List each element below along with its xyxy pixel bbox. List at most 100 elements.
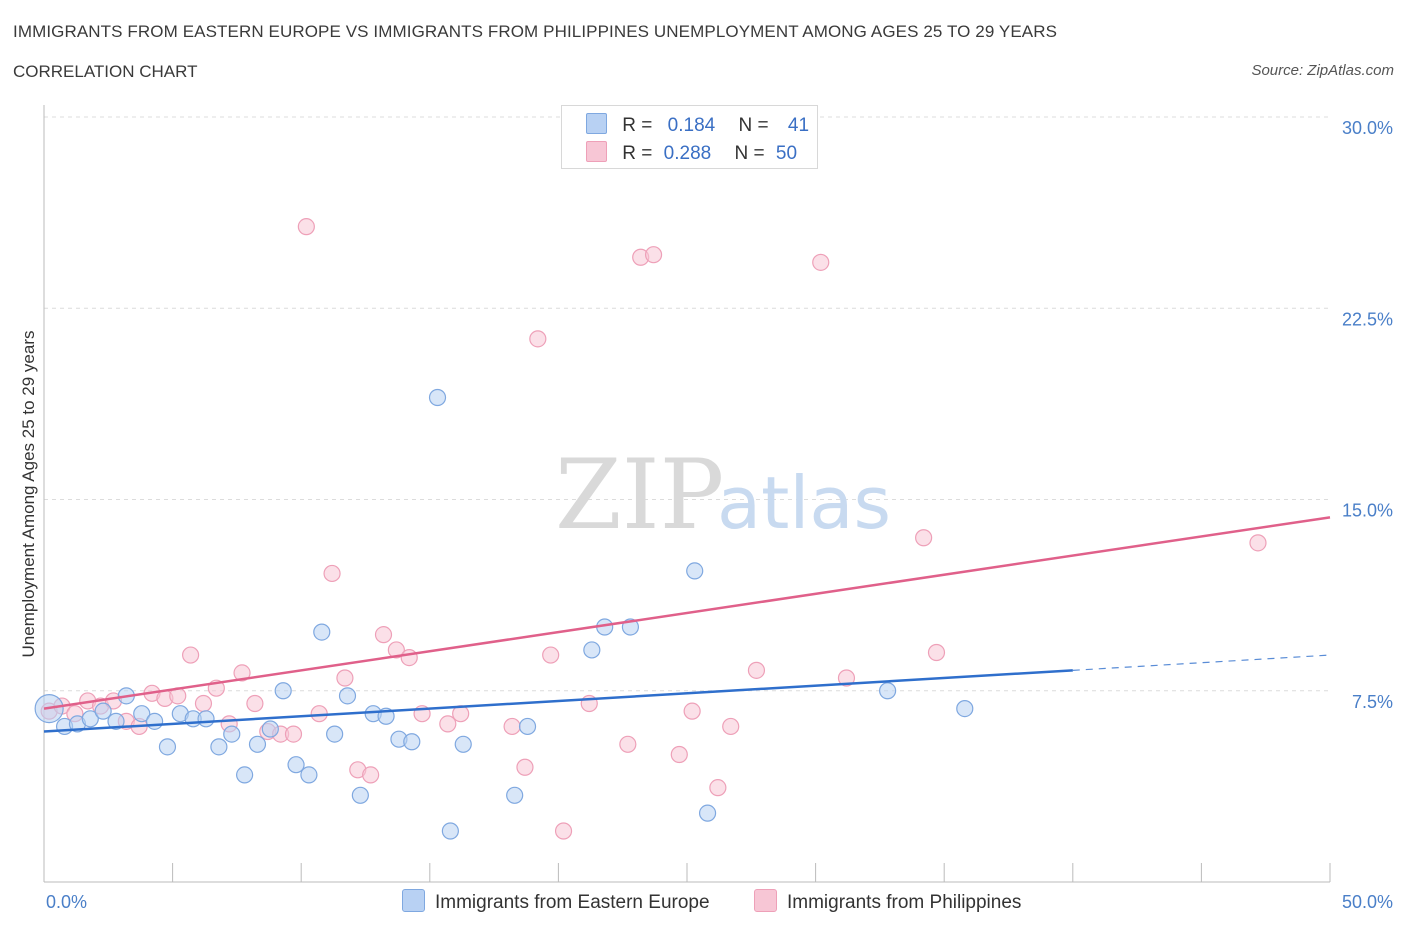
- philippines-point: [297, 218, 315, 236]
- philippines-point: [336, 669, 354, 687]
- eastern-europe-point: [133, 705, 151, 723]
- legend-swatch-pink: [586, 141, 607, 162]
- eastern-europe-point: [261, 720, 279, 738]
- eastern-europe-point: [94, 702, 112, 720]
- legend-r-value: 0.184: [667, 115, 716, 136]
- philippines-point: [542, 646, 560, 664]
- chart-title: IMMIGRANTS FROM EASTERN EUROPE VS IMMIGR…: [13, 22, 1058, 41]
- eastern-europe-point: [506, 786, 524, 804]
- philippines-point: [1249, 534, 1267, 552]
- eastern-europe-point: [454, 735, 472, 753]
- eastern-europe-point: [210, 738, 228, 756]
- eastern-europe-point: [956, 699, 974, 718]
- philippines-point: [362, 766, 380, 784]
- philippines-point: [722, 717, 740, 736]
- eastern-europe-point: [223, 725, 241, 743]
- eastern-europe-point: [338, 687, 357, 705]
- bottom-legend-philippines: Immigrants from Philippines: [754, 889, 1021, 914]
- philippines-point: [387, 641, 405, 659]
- philippines-point: [837, 669, 856, 687]
- eastern-europe-points: [34, 388, 974, 840]
- eastern-europe-point: [583, 641, 601, 659]
- legend-row-eastern-europe: R = 0.184 N = 41: [586, 113, 809, 139]
- eastern-europe-point: [403, 733, 421, 751]
- eastern-europe-point: [81, 710, 99, 728]
- legend-n-label: N =: [734, 143, 765, 164]
- philippines-point: [233, 664, 251, 682]
- philippines-point: [374, 626, 393, 644]
- philippines-point: [182, 646, 200, 664]
- y-tick-label: 22.5%: [1342, 309, 1393, 329]
- eastern-europe-point: [313, 623, 331, 641]
- eastern-europe-point: [248, 735, 267, 753]
- philippines-point: [927, 643, 946, 662]
- philippines-point: [644, 246, 663, 264]
- eastern-europe-point: [879, 682, 897, 700]
- eastern-europe-point: [158, 738, 177, 756]
- philippines-point: [619, 735, 637, 753]
- y-axis-label: Unemployment Among Ages 25 to 29 years: [19, 331, 38, 658]
- trend-lines: [43, 516, 1331, 733]
- eastern-europe-point: [428, 388, 447, 407]
- bottom-legend-label-eastern-europe: Immigrants from Eastern Europe: [435, 892, 710, 913]
- eastern-europe-point: [107, 712, 125, 730]
- x-tick-label-min: 0.0%: [46, 892, 87, 912]
- philippines-point: [529, 330, 547, 348]
- y-tick-labels: 7.5% 15.0% 22.5% 30.0%: [1342, 118, 1393, 712]
- philippines-point: [812, 253, 830, 271]
- eastern-europe-point: [236, 766, 254, 784]
- legend-r-value: 0.288: [663, 143, 712, 164]
- philippines-point: [683, 702, 701, 720]
- y-tick-label: 15.0%: [1342, 501, 1393, 521]
- y-tick-label: 7.5%: [1352, 692, 1393, 712]
- legend-r-label: R =: [622, 143, 653, 164]
- eastern-europe-point: [197, 710, 215, 728]
- watermark: ZIP atlas: [555, 439, 891, 551]
- philippines-point: [323, 564, 341, 583]
- x-ticks: [43, 863, 1331, 882]
- watermark-atlas: atlas: [717, 461, 891, 545]
- eastern-europe-point: [698, 804, 717, 822]
- eastern-europe-point: [300, 766, 318, 784]
- eastern-europe-point: [686, 562, 704, 580]
- y-tick-label: 30.0%: [1342, 118, 1393, 138]
- philippines-point: [516, 758, 534, 776]
- eastern-europe-trend-line: [43, 669, 1073, 733]
- chart-subtitle: CORRELATION CHART: [13, 62, 198, 81]
- eastern-europe-point: [326, 725, 344, 743]
- philippines-point: [194, 694, 213, 713]
- philippines-point: [400, 648, 418, 667]
- legend-row-philippines: R = 0.288 N = 50: [586, 141, 797, 167]
- eastern-europe-point: [287, 756, 305, 774]
- eastern-europe-point: [145, 712, 164, 730]
- legend-r-label: R =: [622, 115, 653, 136]
- legend-n-label: N =: [738, 115, 769, 136]
- eastern-europe-point: [441, 822, 459, 840]
- philippines-point: [709, 779, 727, 797]
- eastern-europe-point: [351, 786, 369, 804]
- eastern-europe-trend-extension: [1072, 654, 1331, 671]
- philippines-point: [554, 822, 573, 840]
- watermark-zip: ZIP: [555, 439, 724, 551]
- philippines-trend-line: [43, 516, 1331, 710]
- eastern-europe-point: [518, 717, 537, 736]
- bottom-legend-eastern-europe: Immigrants from Eastern Europe: [402, 889, 710, 914]
- philippines-point: [246, 694, 264, 713]
- grid: [44, 116, 1330, 692]
- philippines-point: [439, 715, 457, 733]
- bottom-legend-swatch-pink: [754, 889, 777, 912]
- correlation-legend: R = 0.184 N = 41 R = 0.288 N = 50: [561, 105, 818, 169]
- philippines-point: [670, 745, 688, 764]
- philippines-point: [284, 725, 303, 743]
- x-tick-label-max: 50.0%: [1342, 892, 1393, 912]
- philippines-point: [915, 529, 933, 547]
- source-label: Source: ZipAtlas.com: [1251, 62, 1394, 79]
- philippines-point: [503, 717, 521, 736]
- legend-n-value: 41: [787, 115, 810, 136]
- legend-n-value: 50: [775, 143, 798, 164]
- legend-swatch-blue: [586, 113, 607, 134]
- bottom-legend-swatch-blue: [402, 889, 425, 912]
- philippines-point: [747, 661, 766, 679]
- bottom-legend-label-philippines: Immigrants from Philippines: [787, 892, 1022, 913]
